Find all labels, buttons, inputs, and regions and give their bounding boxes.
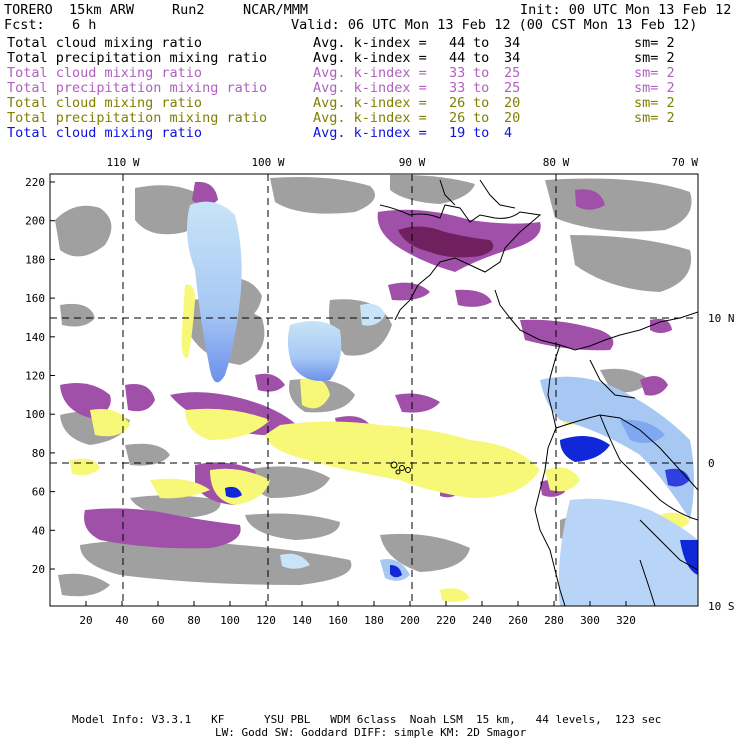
legend-sm: sm= 2 — [634, 50, 675, 66]
longitude-label: 110 W — [106, 156, 139, 169]
legend-to-word: to — [473, 110, 490, 126]
longitude-labels: 110 W 100 W 90 W 80 W 70 W — [106, 156, 698, 169]
forecast-hour: 6 h — [72, 17, 97, 33]
legend-field: Total cloud mixing ratio — [7, 125, 203, 141]
x-tick-label: 160 — [328, 614, 348, 627]
y-tick-label: 140 — [25, 331, 45, 344]
x-tick-label: 260 — [508, 614, 528, 627]
x-tick-label: 220 — [436, 614, 456, 627]
dark-purple-cloud-core — [398, 226, 494, 258]
legend-to: 34 — [504, 50, 521, 66]
legend-sm: sm= 2 — [634, 110, 675, 126]
x-tick-label: 240 — [472, 614, 492, 627]
y-tick-label: 20 — [32, 563, 45, 576]
legend-kindex: Avg. k-index = — [313, 50, 427, 66]
legend-kindex: Avg. k-index = — [313, 125, 427, 141]
legend-sm: sm= 2 — [634, 35, 675, 51]
x-tick-label: 180 — [364, 614, 384, 627]
legend-field: Total precipitation mixing ratio — [7, 50, 268, 66]
legend-to-word: to — [473, 50, 490, 66]
y-tick-label: 40 — [32, 524, 45, 537]
legend-field: Total cloud mixing ratio — [7, 65, 203, 81]
y-tick-label: 160 — [25, 292, 45, 305]
x-tick-label: 20 — [79, 614, 92, 627]
x-tick-label: 100 — [220, 614, 240, 627]
legend-to-word: to — [473, 95, 490, 111]
legend-kindex: Avg. k-index = — [313, 80, 427, 96]
legend-from: 44 — [449, 50, 466, 66]
legend-sm: sm= 2 — [634, 65, 675, 81]
lat-lon-grid — [50, 174, 698, 606]
legend-kindex: Avg. k-index = — [313, 95, 427, 111]
latitude-label: 0 — [708, 457, 715, 470]
x-tick-label: 120 — [256, 614, 276, 627]
forecast-label: Fcst: — [4, 17, 45, 33]
x-axis-ticks: 20 40 60 80 100 120 140 160 180 200 220 240 260 280 30… — [79, 601, 636, 627]
x-tick-label: 320 — [616, 614, 636, 627]
x-tick-label: 40 — [115, 614, 128, 627]
x-tick-label: 80 — [187, 614, 200, 627]
legend-from: 33 — [449, 80, 466, 96]
longitude-label: 80 W — [543, 156, 570, 169]
y-tick-label: 80 — [32, 447, 45, 460]
legend-from: 26 — [449, 110, 466, 126]
coastlines — [379, 179, 698, 606]
legend-kindex: Avg. k-index = — [313, 65, 427, 81]
legend-to-word: to — [473, 125, 490, 141]
y-tick-label: 220 — [25, 176, 45, 189]
latitude-label: 10 N — [708, 312, 735, 325]
y-tick-label: 120 — [25, 370, 45, 383]
legend-field: Total cloud mixing ratio — [7, 35, 203, 51]
x-tick-label: 60 — [151, 614, 164, 627]
legend-from: 44 — [449, 35, 466, 51]
purple-cloud-field — [60, 181, 672, 549]
legend-to: 25 — [504, 80, 521, 96]
legend-to: 4 — [504, 125, 513, 141]
legend-field: Total precipitation mixing ratio — [7, 80, 268, 96]
legend-field: Total precipitation mixing ratio — [7, 110, 268, 126]
valid-time: Valid: 06 UTC Mon 13 Feb 12 (00 CST Mon … — [291, 17, 698, 33]
y-tick-label: 60 — [32, 486, 45, 499]
latitude-label: 10 S — [708, 600, 735, 613]
longitude-label: 90 W — [399, 156, 426, 169]
model-title: TORERO 15km ARW — [4, 2, 135, 18]
model-info-line1: Model Info: V3.3.1 KF YSU PBL WDM 6class… — [72, 713, 662, 726]
x-tick-label: 300 — [580, 614, 600, 627]
y-tick-label: 180 — [25, 253, 45, 266]
map-fields — [55, 174, 698, 606]
init-time: Init: 00 UTC Mon 13 Feb 12 — [520, 2, 732, 18]
y-axis-ticks: 220 200 180 160 140 120 100 80 60 40 20 — [25, 176, 55, 576]
legend-to-word: to — [473, 80, 490, 96]
legend-kindex: Avg. k-index = — [313, 110, 427, 126]
legend-sm: sm= 2 — [634, 95, 675, 111]
legend-from: 26 — [449, 95, 466, 111]
longitude-label: 70 W — [672, 156, 699, 169]
legend-from: 33 — [449, 65, 466, 81]
model-info-line2: LW: Godd SW: Goddard DIFF: simple KM: 2D… — [215, 726, 527, 739]
y-tick-label: 100 — [25, 408, 45, 421]
latitude-labels: 10 N 0 10 S — [708, 312, 735, 613]
legend-to: 25 — [504, 65, 521, 81]
longitude-label: 100 W — [251, 156, 284, 169]
legend-to: 20 — [504, 95, 521, 111]
x-tick-label: 280 — [544, 614, 564, 627]
legend-to-word: to — [473, 65, 490, 81]
legend-to: 20 — [504, 110, 521, 126]
legend-to-word: to — [473, 35, 490, 51]
x-tick-label: 140 — [292, 614, 312, 627]
legend-sm: sm= 2 — [634, 80, 675, 96]
org-label: NCAR/MMM — [243, 2, 309, 18]
legend-field: Total cloud mixing ratio — [7, 95, 203, 111]
x-tick-label: 200 — [400, 614, 420, 627]
run-label: Run2 — [172, 2, 205, 18]
legend-from: 19 — [449, 125, 466, 141]
legend-to: 34 — [504, 35, 521, 51]
blue-cloud-field — [186, 201, 698, 606]
legend-kindex: Avg. k-index = — [313, 35, 427, 51]
y-tick-label: 200 — [25, 215, 45, 228]
